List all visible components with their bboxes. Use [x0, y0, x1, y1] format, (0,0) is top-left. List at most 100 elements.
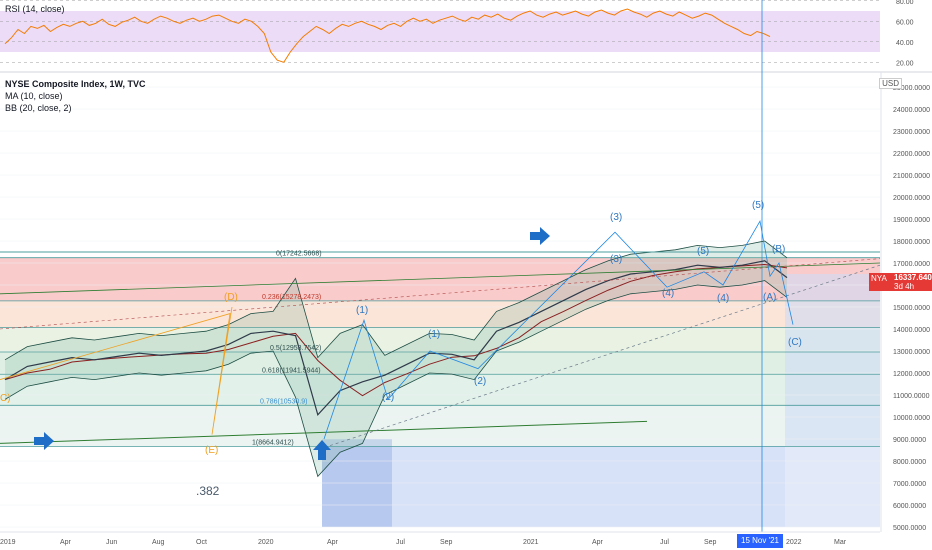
wave-label: (1) — [356, 305, 368, 316]
price-tag: NYA 16337.6404 3d 4h — [869, 273, 932, 291]
wave-label: (B) — [772, 244, 785, 255]
fib-zone — [0, 352, 880, 375]
time-label: Apr — [327, 539, 339, 546]
time-label: Jun — [106, 539, 117, 546]
fib-zone — [0, 300, 880, 328]
bollinger-fill — [5, 241, 787, 477]
price-label: 13000.0000 — [893, 349, 930, 356]
time-label: Jul — [660, 539, 669, 546]
rsi-level-label: 20.00 — [896, 60, 914, 67]
wave-label: (1) — [428, 329, 440, 340]
wave-path — [323, 220, 794, 440]
time-axis[interactable]: 2019 Apr Jun Aug Oct 2020 Apr Jul Sep 2021 Apr Jul S… — [0, 531, 880, 546]
wave-label: (5) — [752, 200, 764, 211]
price-label: 7000.0000 — [893, 481, 926, 488]
price-tag-symbol: NYA — [871, 274, 887, 283]
price-line — [4, 260, 788, 416]
time-label: 2021 — [523, 539, 539, 546]
rsi-title: RSI (14, close) — [5, 4, 65, 14]
abc-path — [0, 306, 233, 435]
wave-label: (5) — [697, 246, 709, 257]
fib-label: 0.618(11941.5944) — [262, 367, 321, 374]
wave-label: (C) — [788, 337, 802, 348]
fib-labels: 0(17242.5668) 0.236(15278.2473) 0.5(12953.… — [196, 251, 322, 498]
rsi-level-label: 40.00 — [896, 40, 914, 47]
price-label: 12000.0000 — [893, 371, 930, 378]
forecast-zone — [785, 274, 880, 527]
time-label: Apr — [60, 539, 72, 546]
fib-label: 0.236(15278.2473) — [262, 294, 321, 301]
time-label: Jul — [396, 539, 405, 546]
ma-line — [4, 263, 788, 397]
fib-label: 0.5(12953.7542) — [270, 345, 321, 352]
fib-zone — [0, 374, 880, 406]
fib-label: 0.786(10530.9) — [260, 398, 307, 405]
fib-zone — [0, 327, 880, 353]
trend-upper — [0, 262, 881, 295]
extension-zone — [322, 446, 785, 527]
price-label: 19000.0000 — [893, 217, 930, 224]
price-label: 10000.0000 — [893, 415, 930, 422]
price-label: 8000.0000 — [893, 459, 926, 466]
price-label: 9000.0000 — [893, 437, 926, 444]
price-label: 22000.0000 — [893, 151, 930, 158]
wave-label: (3) — [610, 212, 622, 223]
time-label: Apr — [592, 539, 604, 546]
grid — [0, 0, 880, 532]
fib-label: 0(17242.5668) — [276, 251, 322, 258]
price-label: 14000.0000 — [893, 327, 930, 334]
price-tag-value: 16337.6404 — [894, 273, 932, 282]
abc-label: C) — [0, 393, 11, 404]
price-axis[interactable]: 25000.0000 24000.0000 23000.0000 22000.0000… — [880, 72, 930, 532]
fib-zone — [0, 405, 880, 447]
rsi-level-label: 60.00 — [896, 19, 914, 26]
bollinger-band — [5, 241, 787, 477]
legend-ma[interactable]: MA (10, close) — [5, 91, 63, 101]
arrow-right-icon — [530, 227, 550, 245]
trend-dashed — [329, 264, 881, 446]
arrow-up-icon — [313, 440, 331, 460]
price-label: 17000.0000 — [893, 261, 930, 268]
crosshair-date: 15 Nov '21 — [737, 534, 783, 548]
rsi-level-label: 80.00 — [896, 0, 914, 6]
rsi-line — [4, 8, 771, 63]
wave-label: (2) — [382, 392, 394, 403]
time-label: 2019 — [0, 539, 16, 546]
time-label: Sep — [704, 539, 717, 546]
time-label: Aug — [152, 539, 165, 546]
time-label: 2022 — [786, 539, 802, 546]
rsi-band — [0, 11, 880, 52]
wave-label: (4) — [717, 293, 729, 304]
currency-label[interactable]: USD — [879, 78, 902, 89]
time-label: Sep — [440, 539, 453, 546]
abc-label: (E) — [205, 445, 218, 456]
fib-zones — [0, 257, 880, 527]
trend-lower — [0, 420, 648, 444]
time-label: Oct — [196, 539, 207, 546]
price-label: 23000.0000 — [893, 129, 930, 136]
price-label: 18000.0000 — [893, 239, 930, 246]
price-label: 20000.0000 — [893, 195, 930, 202]
wave-label: (3) — [610, 254, 622, 265]
wave-label: (A) — [763, 292, 776, 303]
price-label: 25000.0000 — [893, 85, 930, 92]
fib-382-label: .382 — [196, 484, 220, 498]
price-label: 21000.0000 — [893, 173, 930, 180]
legend-bb[interactable]: BB (20, close, 2) — [5, 103, 72, 113]
rsi-levels: 80.00 60.00 40.00 20.00 — [0, 0, 914, 67]
price-label: 24000.0000 — [893, 107, 930, 114]
legend: NYSE Composite Index, 1W, TVC MA (10, cl… — [5, 78, 146, 114]
fib-label: 1(8664.9412) — [252, 439, 294, 446]
wave-label: (4) — [662, 288, 674, 299]
time-label: Mar — [834, 539, 847, 546]
rsi-pane: 80.00 60.00 40.00 20.00 — [0, 0, 932, 73]
price-label: 5000.0000 — [893, 525, 926, 532]
arrow-right-icon — [34, 432, 54, 450]
legend-symbol[interactable]: NYSE Composite Index, 1W, TVC — [5, 79, 146, 89]
bb-lower — [4, 280, 788, 478]
price-tag-countdown: 3d 4h — [894, 282, 915, 291]
drawings — [0, 220, 881, 460]
wave-labels: (1) (2) (1) (2) (3) (3) (4) (5) (4) (5) (A) (B) (C) (… — [0, 200, 802, 456]
time-label: 2020 — [258, 539, 274, 546]
